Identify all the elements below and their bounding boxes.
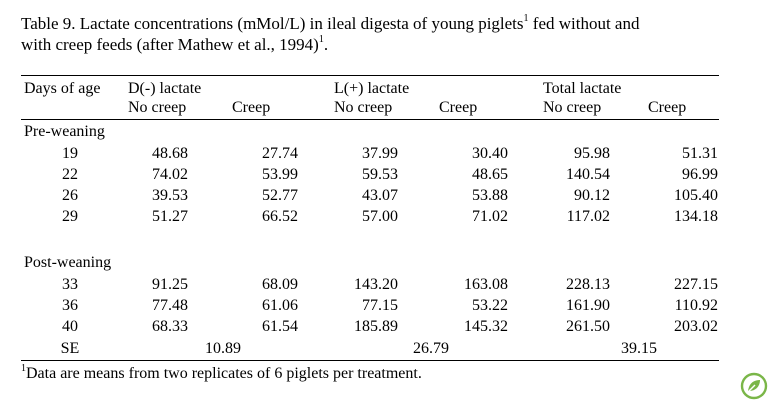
cell-value: 53.88 bbox=[472, 187, 508, 204]
cell-value: 117.02 bbox=[566, 208, 610, 225]
caption-line-1: Table 9. Lactate concentrations (mMol/L)… bbox=[21, 13, 640, 33]
se-value-l-lactate: 26.79 bbox=[413, 340, 449, 357]
se-value-d-lactate: 10.89 bbox=[205, 340, 241, 357]
cell-value: 59.53 bbox=[362, 166, 398, 183]
table-bottom-rule bbox=[21, 360, 719, 361]
cell-value: 77.48 bbox=[152, 297, 188, 314]
cell-value: 227.15 bbox=[674, 276, 718, 293]
caption-line-2: with creep feeds (after Mathew et al., 1… bbox=[21, 34, 329, 54]
row-day: 29 bbox=[62, 208, 78, 225]
cell-value: 71.02 bbox=[472, 208, 508, 225]
cell-value: 68.09 bbox=[262, 276, 298, 293]
cell-value: 228.13 bbox=[566, 276, 610, 293]
section-label-post-weaning: Post-weaning bbox=[24, 254, 112, 271]
cell-value: 134.18 bbox=[674, 208, 718, 225]
cell-value: 30.40 bbox=[472, 145, 508, 162]
row-day: 26 bbox=[62, 187, 78, 204]
cell-value: 53.99 bbox=[262, 166, 298, 183]
cell-value: 66.52 bbox=[262, 208, 298, 225]
cell-value: 105.40 bbox=[674, 187, 718, 204]
cell-value: 90.12 bbox=[574, 187, 610, 204]
cell-value: 143.20 bbox=[354, 276, 398, 293]
cell-value: 53.22 bbox=[472, 297, 508, 314]
header-group-total-lactate: Total lactate bbox=[543, 80, 622, 97]
footnote: 1Data are means from two replicates of 6… bbox=[21, 362, 422, 382]
cell-value: 27.74 bbox=[262, 145, 298, 162]
cell-value: 203.02 bbox=[674, 318, 718, 335]
leaf-icon bbox=[740, 372, 768, 400]
cell-value: 74.02 bbox=[152, 166, 188, 183]
header-sub-creep: Creep bbox=[232, 99, 271, 116]
cell-value: 37.99 bbox=[362, 145, 398, 162]
cell-value: 95.98 bbox=[574, 145, 610, 162]
row-day: 36 bbox=[62, 297, 78, 314]
cell-value: 52.77 bbox=[262, 187, 298, 204]
header-sub-no-creep: No creep bbox=[543, 99, 602, 116]
cell-value: 57.00 bbox=[362, 208, 398, 225]
header-days-of-age: Days of age bbox=[24, 80, 101, 97]
cell-value: 77.15 bbox=[362, 297, 398, 314]
cell-value: 96.99 bbox=[682, 166, 718, 183]
cell-value: 48.65 bbox=[472, 166, 508, 183]
row-day: 40 bbox=[62, 318, 78, 335]
row-day: 33 bbox=[62, 276, 78, 293]
table-caption: Table 9. Lactate concentrations (mMol/L)… bbox=[21, 13, 639, 55]
cell-value: 145.32 bbox=[464, 318, 508, 335]
se-label: SE bbox=[60, 340, 80, 357]
cell-value: 110.92 bbox=[674, 297, 718, 314]
cell-value: 68.33 bbox=[152, 318, 188, 335]
section-label-pre-weaning: Pre-weaning bbox=[24, 123, 105, 140]
header-group-d-lactate: D(-) lactate bbox=[128, 80, 202, 97]
table-header-rule bbox=[21, 119, 719, 120]
header-group-l-lactate: L(+) lactate bbox=[334, 80, 410, 97]
cell-value: 185.89 bbox=[354, 318, 398, 335]
header-sub-no-creep: No creep bbox=[334, 99, 393, 116]
cell-value: 51.27 bbox=[152, 208, 188, 225]
row-day: 22 bbox=[62, 166, 78, 183]
cell-value: 61.54 bbox=[262, 318, 298, 335]
header-sub-creep: Creep bbox=[439, 99, 478, 116]
cell-value: 48.68 bbox=[152, 145, 188, 162]
header-sub-no-creep: No creep bbox=[128, 99, 187, 116]
cell-value: 140.54 bbox=[566, 166, 610, 183]
row-day: 19 bbox=[62, 145, 78, 162]
cell-value: 161.90 bbox=[566, 297, 610, 314]
table-top-rule bbox=[21, 75, 719, 76]
cell-value: 43.07 bbox=[362, 187, 398, 204]
cell-value: 61.06 bbox=[262, 297, 298, 314]
cell-value: 261.50 bbox=[566, 318, 610, 335]
header-sub-creep: Creep bbox=[648, 99, 687, 116]
cell-value: 163.08 bbox=[464, 276, 508, 293]
se-value-total-lactate: 39.15 bbox=[621, 340, 657, 357]
cell-value: 91.25 bbox=[152, 276, 188, 293]
cell-value: 51.31 bbox=[682, 145, 718, 162]
cell-value: 39.53 bbox=[152, 187, 188, 204]
